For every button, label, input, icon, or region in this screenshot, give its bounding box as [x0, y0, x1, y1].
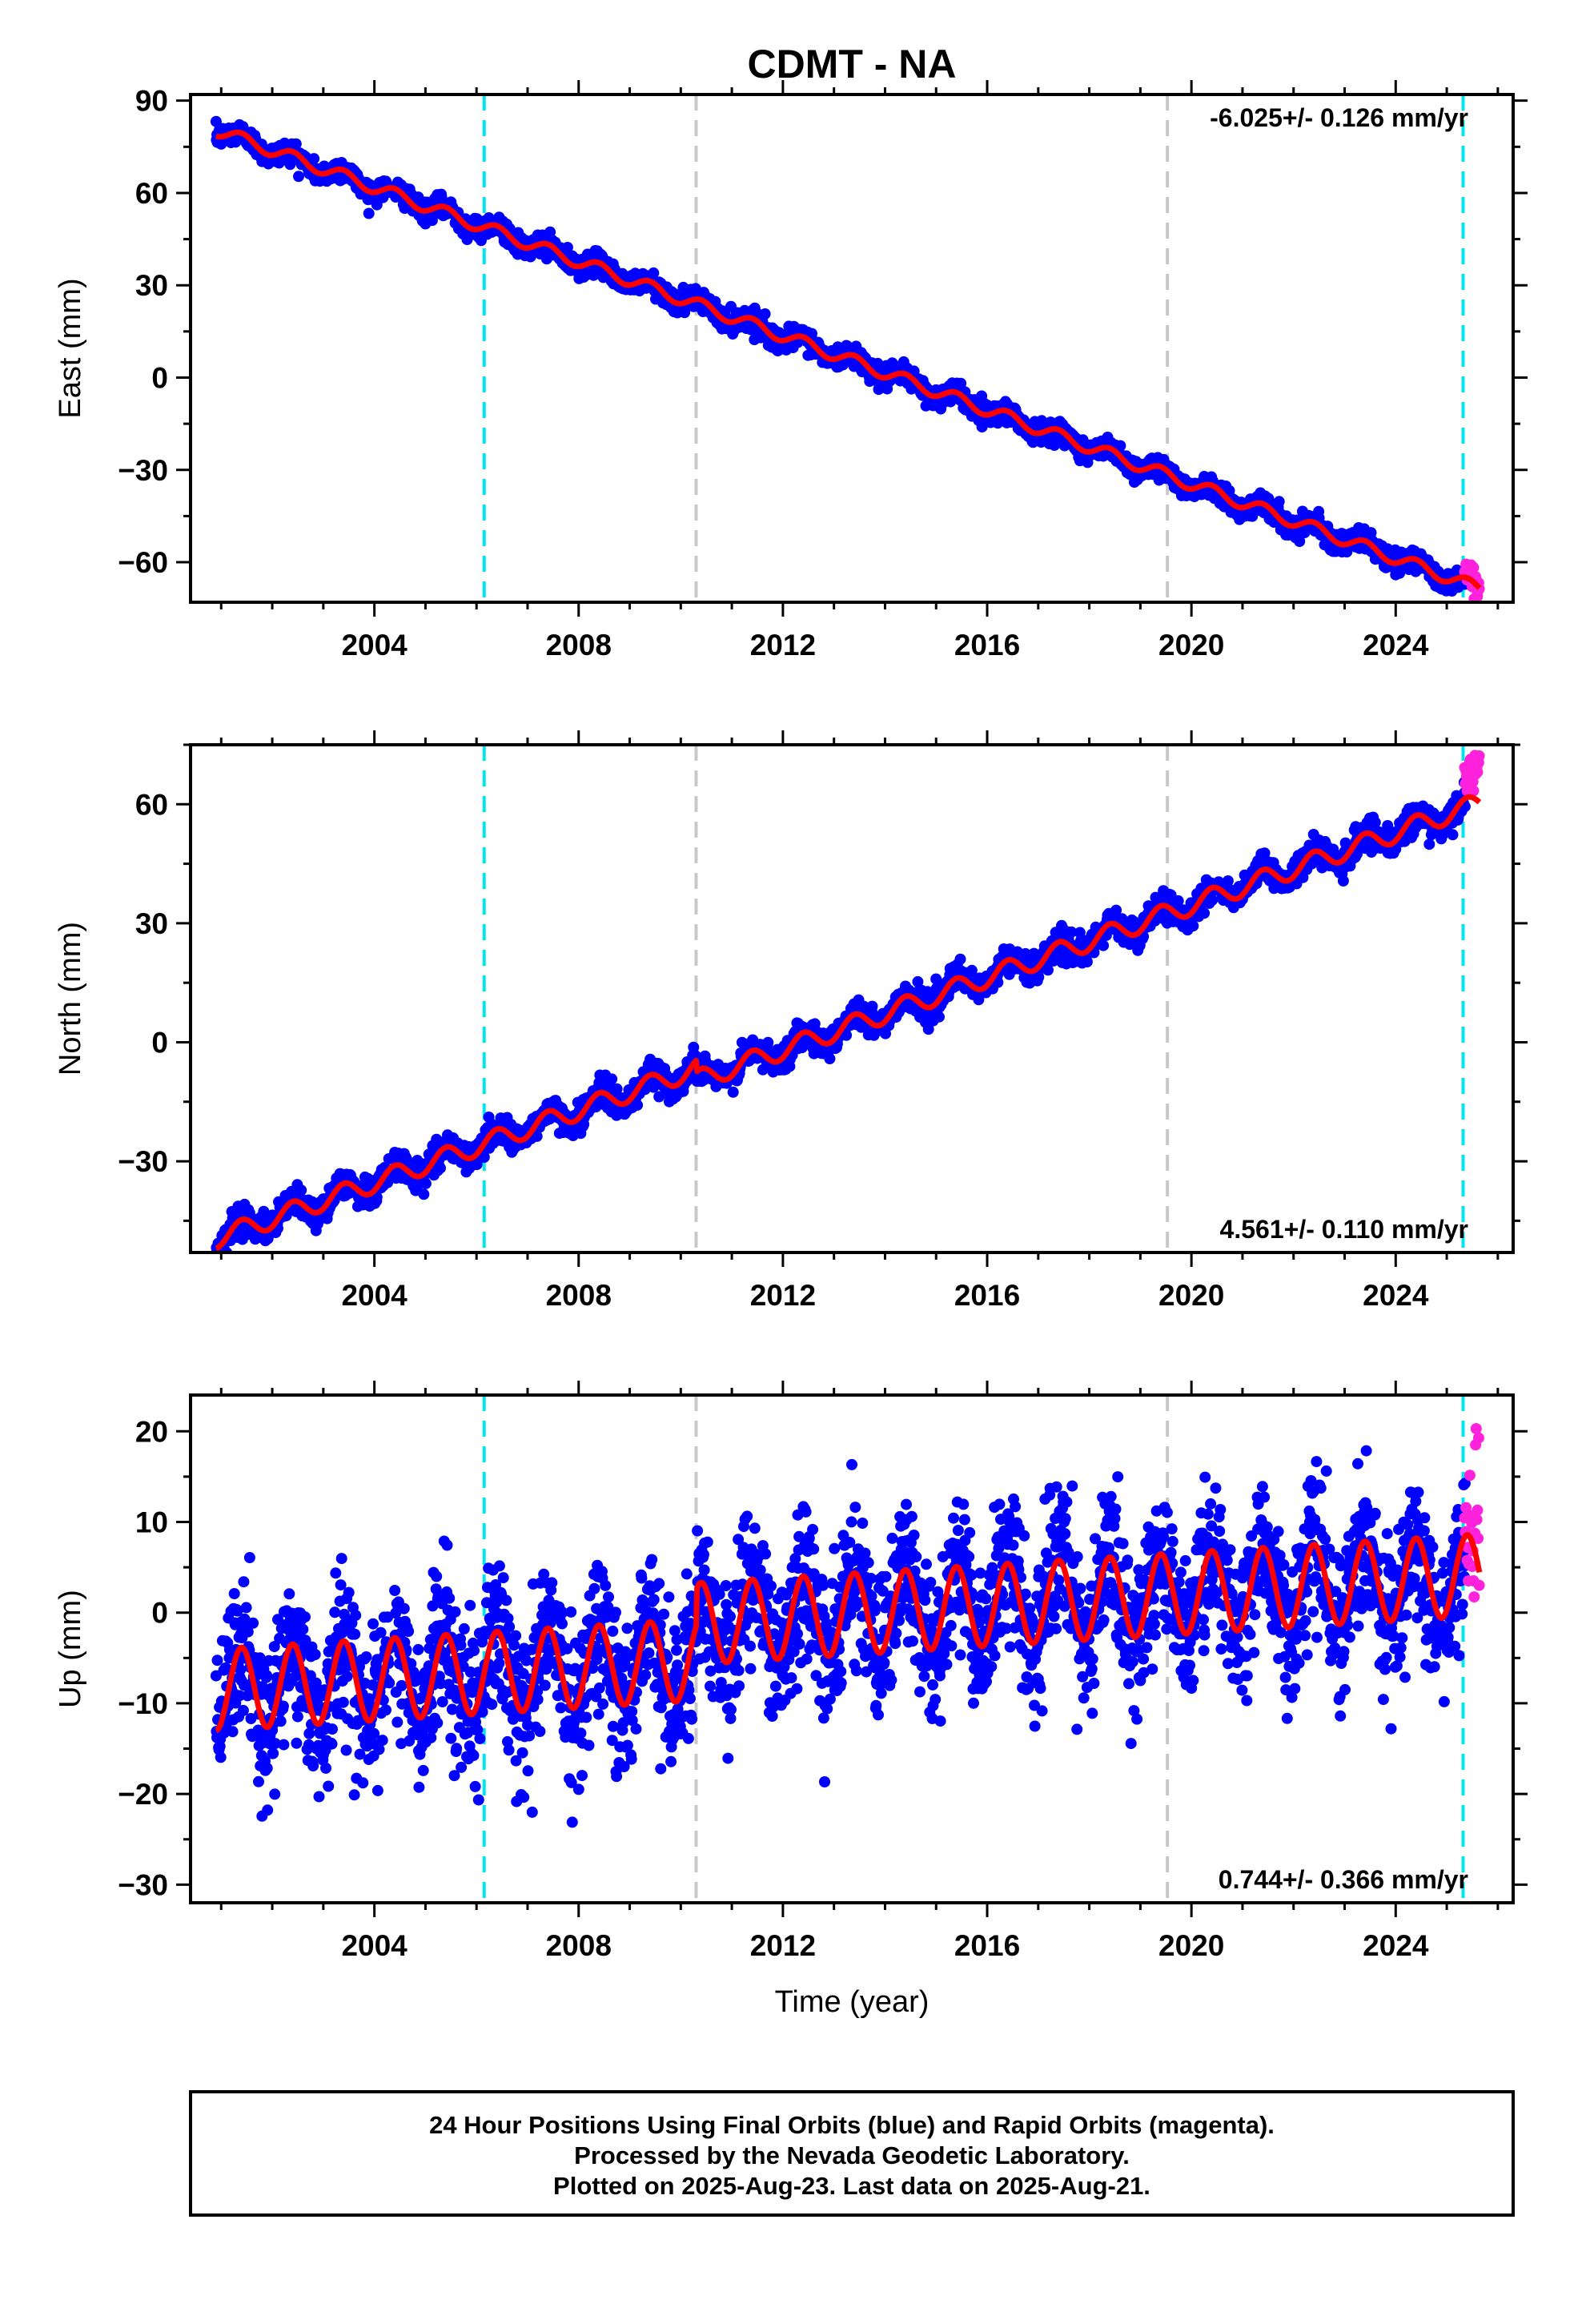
final-orbit-point [1114, 440, 1126, 452]
y-tick-label: 90 [135, 85, 168, 118]
x-tick-label: 2004 [341, 629, 408, 661]
x-tick-label: 2020 [1158, 629, 1224, 661]
y-tick-label: 0 [151, 362, 168, 395]
final-orbit-point [1223, 485, 1235, 497]
final-orbit-point [290, 138, 302, 150]
final-orbit-point [363, 207, 375, 219]
y-axis-label: East (mm) [54, 278, 87, 418]
final-orbit-point [1273, 496, 1285, 508]
y-tick-label: 30 [135, 269, 168, 302]
east-panel: 2004 2008 2012 2016 2020 2024 −60 −30 0 30 60 90 Eas… [54, 80, 1528, 661]
final-orbit-point [954, 953, 966, 965]
final-orbit-point [759, 308, 771, 320]
x-tick-label: 2008 [546, 629, 612, 661]
chart-title: CDMT - NA [747, 42, 956, 86]
final-orbit-point [824, 1053, 836, 1064]
final-orbit-point [934, 1011, 945, 1023]
y-tick-label: −30 [118, 454, 168, 487]
y-tick-label: 60 [135, 177, 168, 210]
plot-area [210, 94, 1485, 602]
final-orbit-point [293, 171, 304, 183]
final-orbit-point [606, 1073, 618, 1085]
x-tick-label: 2024 [1363, 629, 1429, 661]
final-orbit-point [211, 1259, 222, 1270]
velocity-label: -6.025+/- 0.126 mm/yr [1210, 103, 1468, 132]
final-orbit-point [435, 1162, 446, 1174]
final-orbit-point [308, 153, 320, 165]
plot-area [211, 745, 1485, 1270]
x-tick-label: 2012 [750, 629, 816, 661]
final-orbit-point [632, 1099, 644, 1111]
final-orbit-point [418, 1188, 430, 1200]
final-orbit-point [420, 1177, 432, 1189]
final-orbit-point [727, 1086, 739, 1098]
final-orbit-point [284, 159, 296, 171]
final-orbit-point [1365, 527, 1377, 539]
final-orbit-points [211, 777, 1471, 1270]
final-orbit-point [295, 1184, 307, 1196]
final-orbit-point [561, 242, 573, 253]
x-tick-label: 2016 [954, 629, 1020, 661]
y-tick-label: −60 [118, 546, 168, 579]
final-orbit-point [648, 267, 660, 279]
